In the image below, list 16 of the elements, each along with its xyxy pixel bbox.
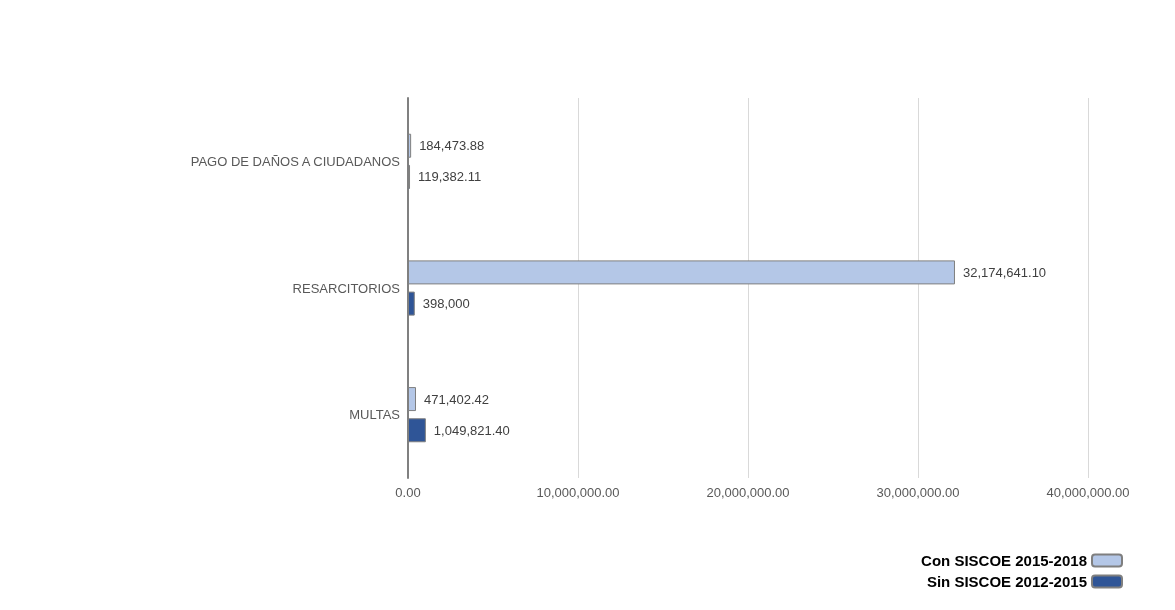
legend-label: Sin SISCOE 2012-2015	[926, 573, 1087, 590]
data-label: 1,049,821.40	[433, 422, 510, 438]
x-tick-label: 20,000,000.00	[706, 485, 790, 500]
data-label: 32,174,641.10	[962, 264, 1047, 280]
data-label: 471,402.42	[424, 391, 490, 407]
x-tick-label: 40,000,000.00	[1046, 485, 1130, 500]
y-tick-label: PAGO DE DAÑOS A CIUDADANOS	[190, 153, 401, 169]
data-label: 398,000	[422, 296, 470, 312]
y-tick-label: RESARCITORIOS	[292, 280, 401, 296]
data-label: 184,473.88	[419, 138, 485, 154]
y-tick-label: MULTAS	[349, 407, 401, 423]
x-tick-label: 10,000,000.00	[536, 485, 620, 500]
x-tick-label: 30,000,000.00	[876, 485, 960, 500]
data-label: 119,382.11	[418, 169, 482, 185]
x-tick-label: 0.00	[395, 485, 421, 500]
legend-label: Con SISCOE 2015-2018	[921, 552, 1087, 569]
